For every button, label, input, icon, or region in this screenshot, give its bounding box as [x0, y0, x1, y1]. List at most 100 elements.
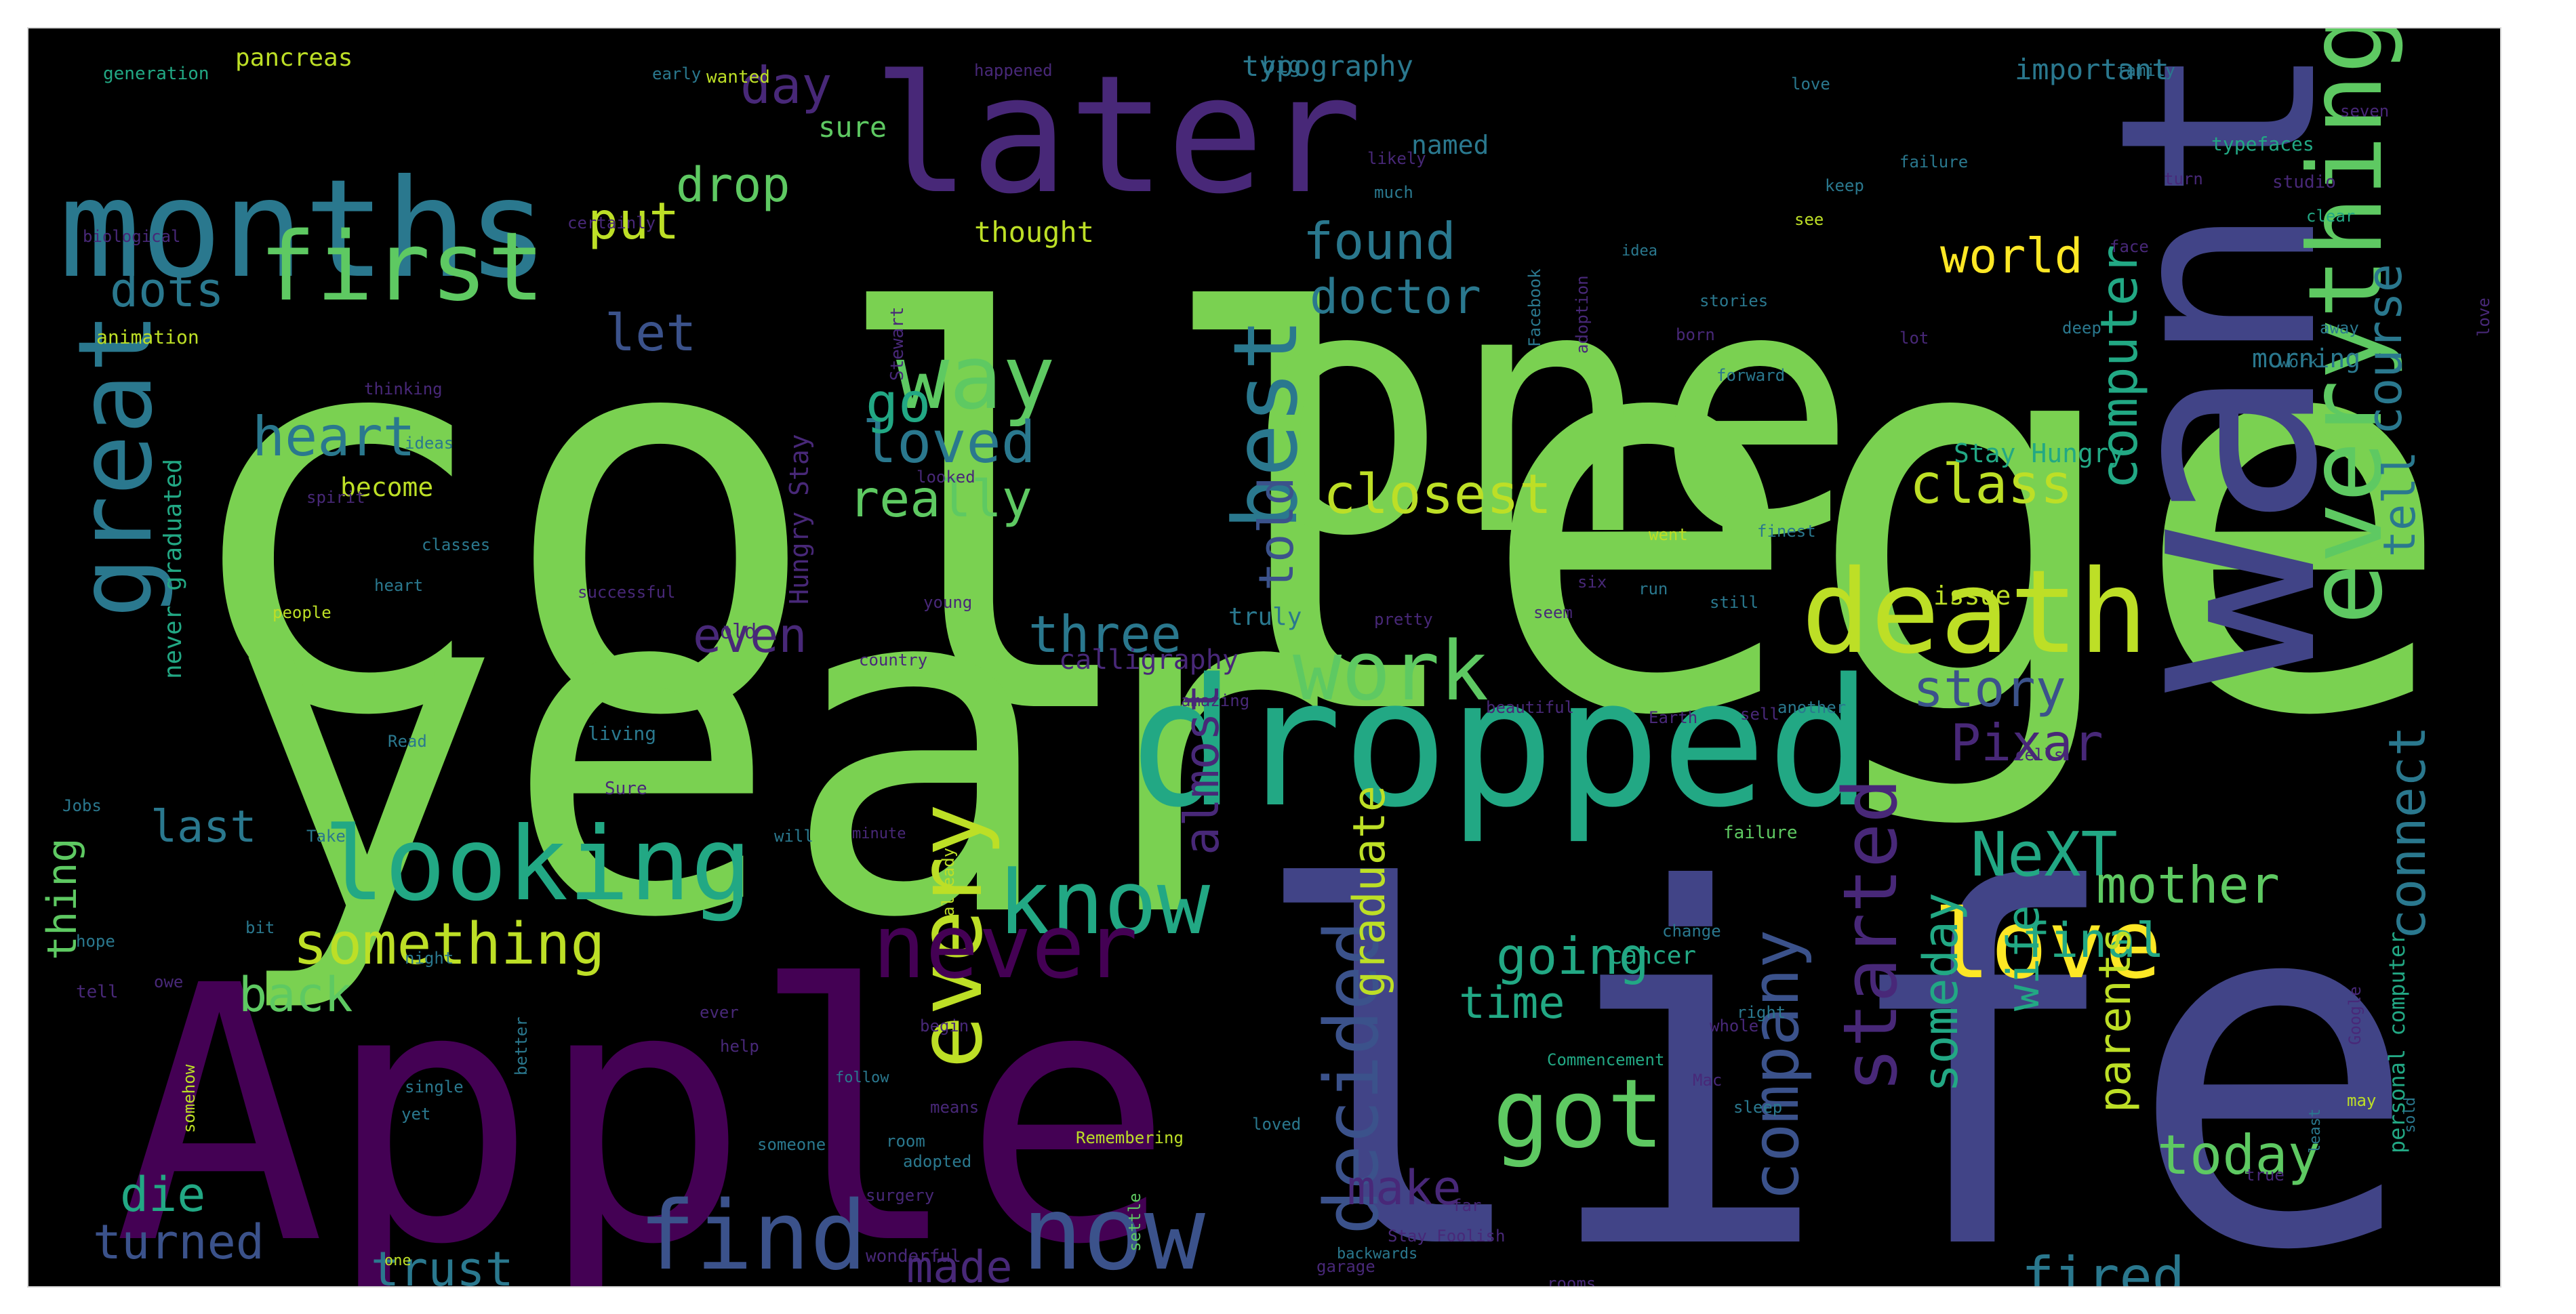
word-animation: animation — [96, 326, 199, 348]
word-find: find — [639, 1181, 867, 1286]
word-way: way — [896, 326, 1055, 429]
word-wonderful: wonderful — [866, 1246, 961, 1267]
word-thinking: thinking — [364, 379, 443, 398]
word-dropped: dropped — [1130, 642, 1873, 846]
word-become: become — [340, 472, 433, 502]
word-never: never — [872, 895, 1138, 998]
word-cancer: cancer — [1608, 942, 1696, 970]
word-next: NeXT — [1971, 819, 2118, 890]
word-another: another — [1777, 698, 1846, 717]
word-story: story — [1913, 659, 2066, 718]
word-wife: wife — [1998, 905, 2049, 1011]
word-important: important — [2015, 53, 2169, 86]
word-first: first — [259, 212, 544, 323]
word-earth: Earth — [1649, 708, 1697, 727]
word-typefaces: typefaces — [2211, 133, 2314, 155]
word-tell: tell — [2375, 451, 2426, 557]
word-almost: almost — [1174, 684, 1230, 855]
word-run: run — [1638, 579, 1668, 598]
word-young: young — [923, 593, 972, 612]
word-beautiful: beautiful — [1486, 698, 1574, 717]
word-love: love — [2474, 297, 2493, 337]
word-tell: tell — [76, 982, 119, 1002]
word-never-graduated: never graduated — [159, 459, 187, 679]
word-final: final — [2021, 913, 2165, 968]
word-make: make — [1347, 1160, 1462, 1216]
word-stay-foolish: Stay Foolish — [1388, 1227, 1505, 1246]
word-face: face — [2110, 237, 2149, 256]
word-stewart: Stewart — [887, 306, 908, 381]
word-early: early — [652, 64, 701, 83]
word-cells: cells — [2015, 745, 2064, 764]
word-hungry-stay: Hungry Stay — [784, 434, 814, 604]
word-successful: successful — [578, 583, 676, 602]
word-generation: generation — [103, 64, 209, 84]
word-company: company — [1739, 930, 1813, 1201]
word-stay-hungry: Stay Hungry — [1954, 438, 2125, 468]
word-sure: Sure — [605, 779, 647, 799]
word-single: single — [405, 1077, 464, 1096]
word-mother: mother — [2096, 855, 2280, 915]
word-amazing: amazing — [1181, 691, 1249, 710]
word-spirit: spirit — [306, 488, 365, 507]
word-seem: seem — [1533, 603, 1573, 622]
word-die: die — [120, 1167, 205, 1223]
word-failure: failure — [1899, 152, 1968, 171]
word-biological: biological — [83, 227, 181, 246]
word-adopted: adopted — [903, 1152, 971, 1171]
word-issue: issue — [1933, 581, 2011, 611]
word-ever: ever — [700, 1003, 739, 1022]
word-begin: begin — [920, 1017, 969, 1035]
word-away: away — [2320, 319, 2359, 337]
word-minute: minute — [852, 825, 906, 842]
word-heart: heart — [252, 405, 416, 468]
word-still: still — [1710, 593, 1758, 612]
word-today: today — [2157, 1124, 2320, 1187]
word-seven: seven — [2340, 102, 2389, 121]
word-people: people — [273, 603, 331, 622]
word-something: something — [293, 911, 605, 978]
word-thought: thought — [974, 215, 1094, 249]
word-made: made — [906, 1242, 1013, 1286]
word-decided: decided — [1308, 920, 1395, 1235]
word-class: class — [1910, 453, 2073, 516]
word-sure: sure — [818, 110, 887, 144]
word-true: true — [2245, 1166, 2285, 1185]
word-read: Read — [388, 732, 427, 751]
word-best: best — [1214, 318, 1317, 530]
word-great: great — [57, 312, 175, 618]
word-somehow: somehow — [180, 1064, 199, 1133]
word-really: really — [849, 469, 1032, 529]
word-take: Take — [306, 827, 346, 846]
word-world: world — [1940, 228, 2083, 284]
word-keep: keep — [1825, 176, 1864, 195]
word-rooms: rooms — [1547, 1274, 1596, 1286]
word-right: right — [1737, 1003, 1786, 1022]
word-months: months — [59, 150, 548, 308]
word-clear: clear — [2306, 207, 2355, 226]
word-time: time — [1459, 978, 1565, 1029]
word-later: later — [872, 40, 1362, 230]
word-see: see — [1794, 210, 1824, 229]
word-happened: happened — [974, 61, 1053, 80]
word-much: much — [1374, 183, 1413, 202]
word-day: day — [740, 56, 832, 115]
word-connect: connect — [2377, 726, 2437, 940]
word-least: least — [2307, 1109, 2324, 1153]
word-fired: fired — [2021, 1246, 2185, 1286]
word-someone: someone — [757, 1135, 826, 1154]
word-pretty: pretty — [1374, 610, 1433, 629]
word-yet: yet — [401, 1105, 430, 1124]
word-forward: forward — [1716, 366, 1785, 385]
word-means: means — [930, 1098, 979, 1117]
word-work: work — [2279, 352, 2318, 371]
word-love: love — [1791, 75, 1830, 94]
word-calligraphy: calligraphy — [1059, 644, 1239, 676]
word-life: life — [1245, 789, 2421, 1286]
word-doctor: doctor — [1310, 269, 1481, 325]
word-course: course — [2357, 264, 2413, 435]
word-closest: closest — [1323, 463, 1552, 526]
word-surgery: surgery — [866, 1186, 934, 1205]
word-mac: Mac — [1693, 1071, 1722, 1090]
word-last: last — [150, 802, 257, 853]
